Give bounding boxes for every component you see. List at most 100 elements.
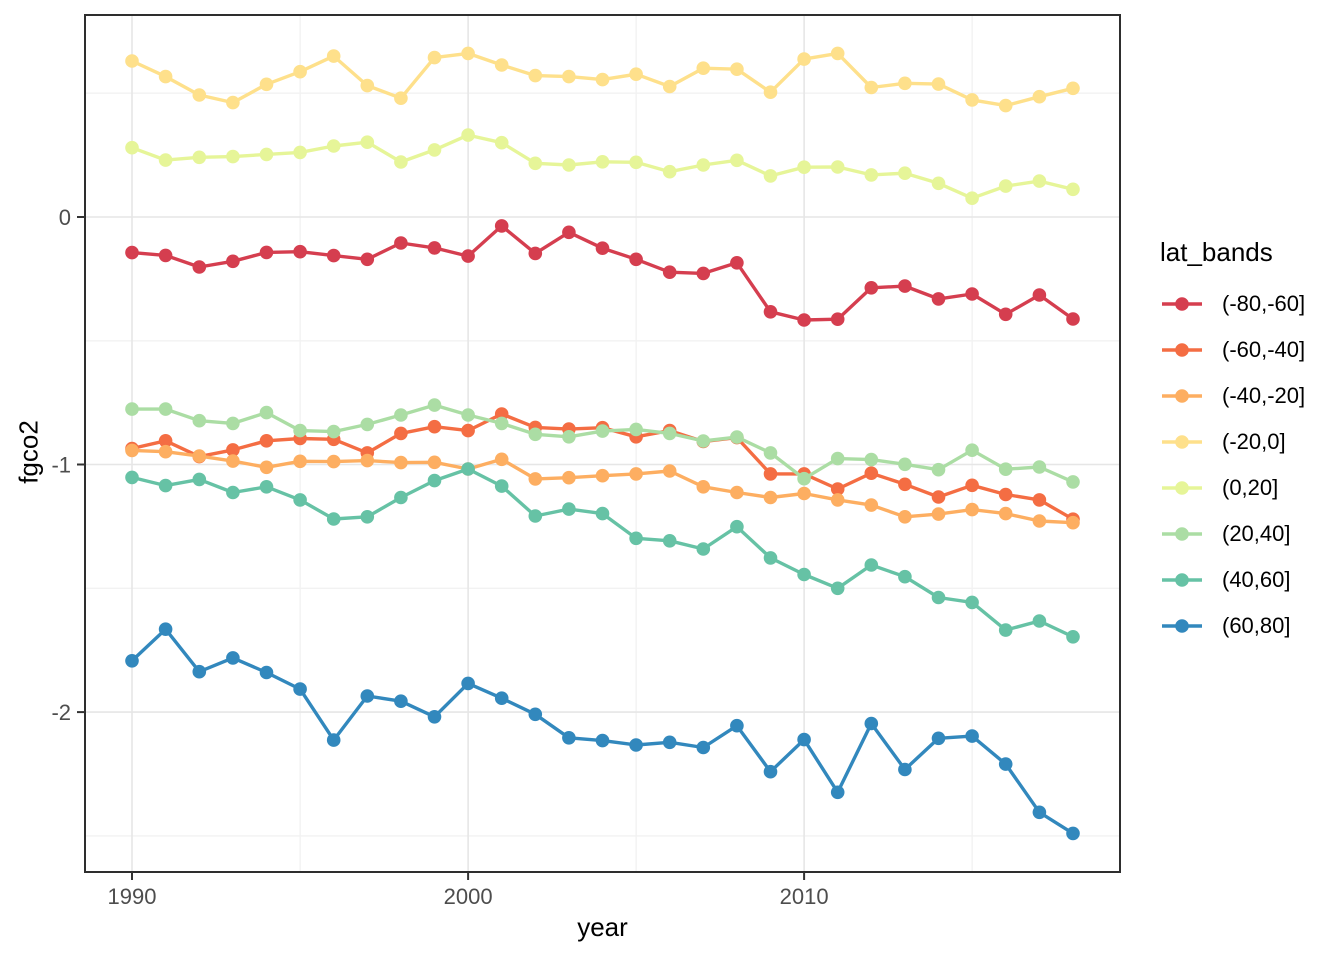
series-6-point-2015 [965,595,979,610]
series-3-point-2002 [528,68,543,83]
x-tick-label-2000: 2000 [444,884,493,909]
legend-label: (-40,-20] [1222,383,1306,408]
series-0-point-2011 [830,312,845,327]
series-7-point-2017 [1032,805,1047,820]
series-5-point-2013 [898,457,912,472]
y-tick-label-0: 0 [59,205,71,230]
series-2-point-1994 [259,460,274,475]
series-2-point-2008 [730,485,744,500]
series-4-point-1999 [427,143,442,157]
legend-label: (-20,0] [1222,429,1286,454]
series-0-point-1991 [158,248,173,263]
series-5-point-2006 [662,426,677,441]
legend-row-0: (-80,-60] [1160,281,1340,327]
series-3-point-1993 [226,95,240,110]
series-3-point-2014 [931,77,946,91]
series-0-point-2010 [797,313,811,327]
series-0-point-2018 [1066,312,1080,326]
series-3-point-2005 [629,67,643,81]
series-7-point-1990 [125,654,139,668]
series-7-point-2005 [629,738,643,752]
legend-key-dot [1175,527,1189,541]
series-7-line [130,627,1075,836]
series-4-point-2013 [898,166,912,180]
series-4-point-1997 [360,135,375,149]
series-6-point-2018 [1066,630,1080,644]
series-0-point-2000 [461,249,475,263]
series-3-point-1994 [259,77,274,92]
series-5-point-1997 [360,417,375,432]
legend-key-icon [1162,481,1202,495]
series-6-point-2006 [662,534,677,548]
series-6-point-2002 [528,509,543,523]
series-6-point-1998 [394,490,408,505]
series-2-point-1993 [226,454,240,468]
series-3-point-2001 [494,58,509,72]
series-0-point-2005 [629,252,643,267]
y-axis-title: fgco2 [13,420,44,484]
series-5-point-2008 [730,430,744,444]
series-6-point-2007 [696,542,711,556]
legend-key-dot [1175,389,1189,403]
series-1-point-1999 [427,419,442,434]
series-6-point-1993 [226,485,240,500]
legend-key-dot [1175,435,1189,449]
series-5-point-2014 [931,462,946,477]
series-7-point-1996 [326,733,341,747]
series-5-point-2017 [1032,460,1047,474]
series-6-point-2011 [830,581,845,596]
series-5-point-2004 [595,424,610,438]
series-1-point-2016 [998,487,1013,502]
x-axis-title: year [577,912,628,942]
series-1-point-2000 [461,423,475,438]
series-0-point-2017 [1032,288,1047,302]
series-2-point-1991 [158,444,173,459]
series-5-point-1990 [125,402,139,416]
series-4-point-2001 [494,135,509,150]
series-6-point-1996 [326,512,341,526]
series-0-point-2008 [730,255,744,270]
series-6 [125,462,1080,644]
series-5-point-2012 [864,452,879,467]
series-7-point-1999 [427,710,442,724]
series-0-point-2003 [562,225,576,240]
series-6-point-2004 [595,506,610,521]
series-7-point-2013 [898,762,912,777]
series-7-point-1995 [293,682,307,696]
series-5-point-2015 [965,443,979,458]
series-5-point-2002 [528,427,543,442]
series-2-point-2009 [763,490,778,505]
series-7-point-2007 [696,740,711,755]
axis-ticks: 1990 2000 2010 0 -1 -2 [51,205,828,909]
legend-key-icon [1162,435,1202,449]
series-0-point-2006 [662,265,677,280]
legend-row-2: (-40,-20] [1160,373,1340,419]
legend-key-icon [1162,527,1202,541]
series-0-point-2001 [494,219,509,233]
legend-key-icon [1162,573,1202,587]
series-7-point-1992 [192,664,207,679]
series-1-point-1991 [158,434,173,448]
series-7-point-2014 [931,731,946,746]
series-5-point-1994 [259,405,274,420]
series-5-point-1991 [158,402,173,416]
series-6-point-2013 [898,569,912,584]
series-2-point-2006 [662,464,677,478]
series-5 [125,398,1080,489]
legend-key-dot [1175,619,1189,633]
legend-row-7: (60,80] [1160,603,1340,649]
series-6-point-2001 [494,479,509,493]
series-3 [125,46,1080,113]
legend-label: (-80,-60] [1222,291,1306,316]
series-5-point-2018 [1066,475,1080,489]
series-0-point-1998 [394,236,408,250]
series-2-point-2013 [898,510,912,524]
series-3-point-2010 [797,52,811,66]
series-7-point-1993 [226,651,240,665]
series-5-point-2016 [998,462,1013,477]
y-tick-label--2: -2 [51,700,71,725]
series-3-point-1992 [192,88,207,102]
series-3-point-1995 [293,64,307,79]
series-3-point-2015 [965,93,979,107]
series-4-point-1993 [226,149,240,164]
